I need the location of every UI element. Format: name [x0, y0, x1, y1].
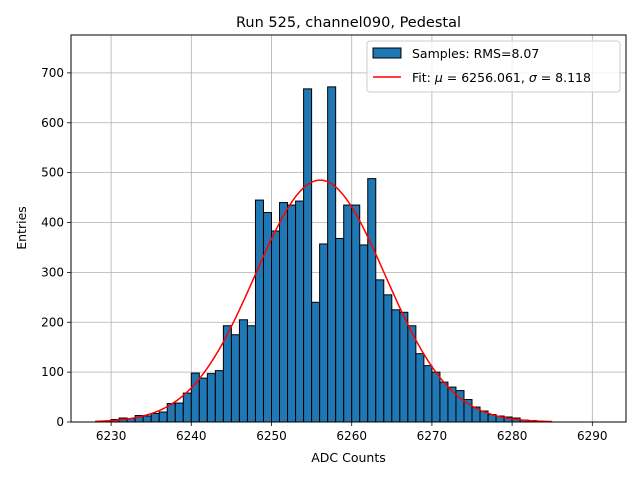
legend-fit-label: Fit: μ = 6256.061, σ = 8.118 [412, 70, 591, 85]
y-tick-label: 500 [41, 166, 64, 180]
y-tick-label: 700 [41, 66, 64, 80]
histogram-bars [102, 86, 545, 423]
histogram-bar [246, 325, 256, 423]
histogram-bar [327, 86, 337, 423]
x-tick-label: 6250 [256, 429, 287, 443]
histogram-bar [158, 411, 168, 423]
chart-title: Run 525, channel090, Pedestal [236, 15, 461, 31]
fit-curve [95, 179, 553, 423]
histogram-bar [142, 415, 152, 423]
y-tick-label: 100 [41, 365, 64, 379]
histogram-bar [423, 365, 433, 423]
histogram-bar [230, 334, 240, 423]
histogram-bar [407, 325, 417, 423]
histogram-bar [198, 377, 208, 423]
histogram-bar [295, 200, 305, 423]
y-tick-label: 400 [41, 216, 64, 230]
legend-histogram-label: Samples: RMS=8.07 [412, 46, 539, 61]
histogram-bar [383, 294, 393, 423]
histogram-bar [287, 204, 297, 423]
histogram-bar [359, 244, 369, 423]
y-axis-label: Entries [14, 206, 29, 250]
legend: Samples: RMS=8.07 Fit: μ = 6256.061, σ =… [366, 40, 621, 93]
histogram-bar [343, 204, 353, 423]
histogram-bar [182, 392, 192, 423]
histogram-bar [415, 353, 425, 423]
grid [71, 35, 626, 423]
histogram-bar [174, 402, 184, 423]
histogram-bar [335, 237, 345, 423]
x-tick-label: 6270 [417, 429, 448, 443]
histogram-bar [206, 373, 216, 423]
histogram-bar [254, 199, 264, 423]
legend-histogram-swatch [372, 47, 402, 59]
x-tick-label: 6260 [336, 429, 367, 443]
histogram-bar [303, 88, 313, 423]
histogram-bar [447, 386, 457, 423]
x-axis-label: ADC Counts [311, 450, 386, 465]
histogram-bar [391, 309, 401, 423]
histogram-bar [367, 178, 377, 423]
x-tick-label: 6290 [577, 429, 608, 443]
x-axis-ticks: 6230 6240 6250 6260 6270 6280 6290 [96, 422, 608, 443]
y-tick-label: 300 [41, 265, 64, 279]
y-tick-label: 200 [41, 315, 64, 329]
histogram-bar [351, 204, 361, 423]
x-tick-label: 6230 [96, 429, 127, 443]
histogram-bar [319, 243, 329, 423]
histogram-bar [279, 202, 289, 423]
histogram-bar [262, 212, 273, 423]
y-tick-label: 600 [41, 116, 64, 130]
histogram-bar [439, 381, 449, 423]
x-tick-label: 6240 [176, 429, 207, 443]
histogram-bar [150, 413, 160, 423]
x-tick-label: 6280 [497, 429, 528, 443]
y-axis-ticks: 0 100 200 300 400 500 600 700 [41, 66, 71, 429]
histogram-bar [214, 370, 224, 423]
histogram-bar [271, 230, 281, 423]
histogram-bar [311, 301, 321, 423]
histogram-bar [238, 319, 248, 423]
y-tick-label: 0 [56, 415, 64, 429]
plot-frame [70, 34, 627, 423]
legend-box [366, 40, 621, 93]
histogram-bar [431, 371, 441, 423]
histogram-bar [375, 279, 385, 423]
histogram-bar [399, 311, 409, 423]
